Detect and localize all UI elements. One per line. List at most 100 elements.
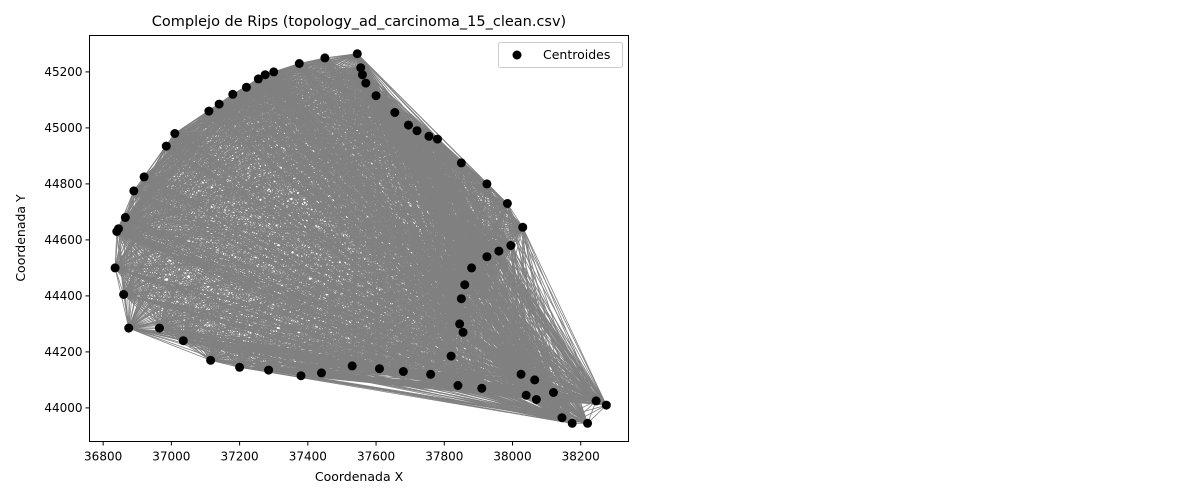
x-tick-label: 36800 — [84, 450, 122, 464]
rips-edge — [394, 112, 404, 372]
centroid-point — [228, 89, 238, 99]
centroid-point — [294, 59, 304, 68]
rips-edge — [437, 138, 488, 257]
rips-edge — [268, 67, 362, 371]
centroid-point — [204, 106, 214, 116]
centroid-point — [516, 369, 526, 379]
y-tick-label: 44000 — [44, 401, 82, 415]
centroid-point — [548, 388, 558, 397]
centroid-point — [494, 246, 504, 256]
rips-edge — [114, 112, 396, 269]
rips-edge — [159, 95, 377, 329]
centroid-point — [119, 290, 129, 299]
rips-edge — [300, 67, 362, 376]
rips-edge — [133, 67, 361, 192]
centroid-point — [129, 186, 139, 196]
rips-edge — [360, 67, 418, 131]
centroid-point — [178, 336, 188, 346]
plot-area — [89, 35, 629, 442]
rips-edge — [428, 136, 466, 285]
y-tick-label: 44600 — [44, 233, 82, 247]
centroid-point — [456, 294, 466, 304]
rips-edge — [265, 67, 361, 76]
rips-edge — [183, 138, 438, 342]
centroid-point — [124, 323, 134, 333]
rips-edge — [522, 227, 607, 406]
rips-edge — [300, 83, 367, 376]
rips-edge — [486, 183, 607, 406]
rips-edge — [360, 67, 430, 137]
centroid-point — [583, 418, 593, 428]
rips-edge — [114, 82, 367, 269]
rips-edge — [394, 112, 462, 299]
centroid-point — [398, 367, 408, 376]
rips-edge — [351, 298, 462, 367]
rips-edge — [464, 250, 500, 285]
rips-edge — [507, 203, 597, 402]
rips-edge — [116, 231, 130, 329]
rips-edge — [133, 130, 418, 192]
rips-edge — [375, 95, 464, 333]
rips-edge — [115, 256, 487, 269]
rips-edge — [299, 63, 361, 69]
rips-edge — [300, 112, 396, 376]
rips-edge — [486, 256, 607, 406]
rips-edge — [416, 130, 500, 252]
rips-edge — [360, 67, 409, 126]
rips-edge — [450, 355, 554, 393]
rips-edge — [365, 82, 500, 252]
rips-edge — [133, 124, 409, 192]
rips-edge — [459, 250, 500, 325]
rips-edge — [408, 124, 488, 257]
rips-edge — [464, 284, 537, 400]
rips-edge — [360, 67, 472, 269]
centroid-point — [361, 78, 371, 88]
centroid-point — [170, 129, 180, 138]
rips-edge — [352, 365, 573, 424]
rips-edge — [450, 250, 500, 357]
rips-edge — [462, 332, 527, 396]
rips-edge — [114, 74, 363, 269]
centroid-point — [235, 362, 245, 372]
rips-edge — [498, 250, 607, 406]
rips-edge — [360, 67, 464, 333]
rips-edge — [450, 355, 573, 424]
rips-edge — [464, 284, 573, 424]
centroid-point — [356, 63, 366, 73]
rips-edge — [232, 82, 366, 95]
centroid-point — [412, 126, 422, 136]
y-tick-label: 44800 — [44, 177, 82, 191]
rips-edge — [360, 67, 488, 257]
centroid-point — [253, 74, 263, 84]
rips-edge — [461, 298, 597, 402]
rips-edge — [486, 183, 512, 246]
rips-edge — [462, 267, 472, 333]
centroid-point — [161, 141, 171, 151]
centroid-point — [506, 241, 516, 250]
rips-edge — [462, 331, 573, 424]
rips-edge — [450, 355, 483, 389]
rips-edge — [210, 138, 438, 361]
x-tick-label: 38200 — [562, 450, 600, 464]
rips-edge — [144, 124, 409, 178]
rips-edge — [123, 135, 430, 295]
centroid-point — [320, 53, 330, 63]
rips-edge — [143, 82, 366, 178]
y-tick-label: 44200 — [44, 345, 82, 359]
centroid-point — [241, 82, 251, 92]
rips-edge — [143, 112, 395, 178]
rips-edge — [123, 74, 363, 295]
centroid-point — [477, 383, 487, 393]
rips-edge — [239, 67, 362, 368]
rips-edge — [159, 67, 362, 329]
rips-edge — [462, 332, 483, 389]
rips-edge — [357, 53, 438, 140]
centroid-point — [482, 179, 492, 189]
centroid-point — [502, 199, 512, 208]
rips-edge — [300, 375, 573, 424]
centroid-point — [112, 227, 122, 236]
legend-marker — [512, 50, 522, 60]
rips-edge — [450, 298, 462, 357]
rips-edge — [430, 355, 452, 375]
y-axis: 44000 44200 44400 44600 44800 45000 45200 — [44, 65, 90, 415]
